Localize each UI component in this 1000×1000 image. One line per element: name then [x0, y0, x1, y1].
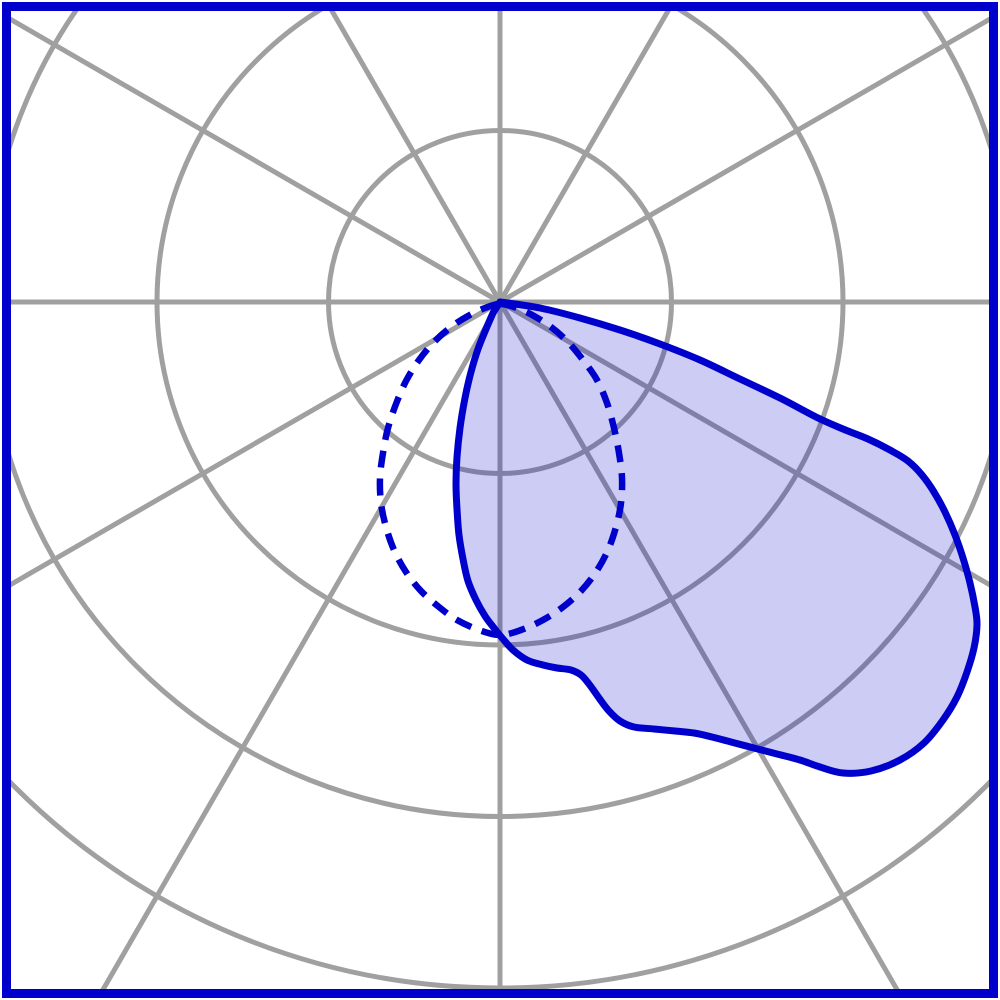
main-lobe-curve: [452, 298, 981, 777]
